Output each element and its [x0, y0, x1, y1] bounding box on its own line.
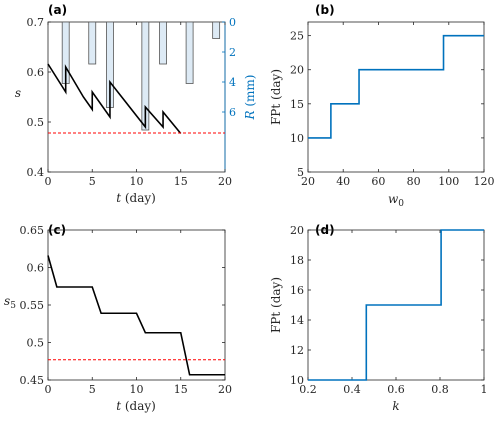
d-xtick-label: 0.6 — [387, 383, 405, 396]
panel-d-ylabel: FPt (day) — [269, 277, 283, 333]
c-xtick-label: 0 — [45, 383, 52, 396]
d-ytick-label: 20 — [290, 224, 304, 237]
panel-d-ticks: 0.2 0.4 0.6 0.8 1 10 12 14 16 18 20 — [290, 224, 488, 396]
b-xtick-label: 80 — [407, 175, 421, 188]
d-xtick-label: 0.2 — [299, 383, 317, 396]
c-xtick-label: 10 — [130, 383, 144, 396]
panel-b-xlabel: w0 — [388, 192, 404, 209]
rain-bar — [185, 21, 194, 84]
a-ytick-right-label: 0 — [229, 16, 236, 29]
panel-b-frame — [307, 21, 485, 173]
c-ytick-label: 0.45 — [20, 374, 45, 387]
d-ytick-label: 10 — [290, 374, 304, 387]
a-ytick-right-label: 6 — [229, 106, 236, 119]
b-ytick-label: 15 — [290, 98, 304, 111]
a-xtick-label: 10 — [130, 175, 144, 188]
d-ytick-label: 14 — [290, 314, 304, 327]
panel-c-lines — [47, 255, 225, 376]
d-xtick-label: 1 — [481, 383, 488, 396]
a-ytick-label: 0.5 — [27, 116, 45, 129]
rain-bar — [159, 21, 167, 65]
a-ytick-label: 0.6 — [27, 66, 45, 79]
b-ytick-label: 25 — [290, 30, 304, 43]
d-xtick-label: 0.8 — [431, 383, 449, 396]
panel-b: (b) 20 40 60 80 100 120 5 10 15 20 25 FPt (day) w0 — [269, 3, 495, 209]
s5-step-line — [47, 255, 225, 376]
panel-a-lines — [47, 63, 225, 135]
panel-c-xlabel: t (day) — [116, 399, 156, 413]
b-xtick-label: 60 — [371, 175, 385, 188]
panel-d-lines — [308, 229, 484, 381]
panel-a-bars — [61, 21, 221, 131]
panel-c-ylabel: s5 — [4, 294, 16, 311]
panel-c-frame — [47, 229, 226, 381]
b-ytick-label: 5 — [297, 166, 304, 179]
fpt-step-line — [308, 34, 484, 139]
panel-a-ticks: 0 5 10 15 20 0.4 0.5 0.6 0.7 0 2 4 6 — [27, 16, 237, 188]
panel-b-ylabel: FPt (day) — [269, 69, 283, 125]
panel-a: (a) 0 5 10 15 20 0.4 0.5 0.6 0.7 0 2 4 6 s R (mm) t … — [15, 3, 257, 205]
a-ytick-label: 0.4 — [27, 166, 45, 179]
a-ytick-label: 0.7 — [27, 16, 45, 29]
a-xtick-label: 0 — [45, 175, 52, 188]
panel-a-frame — [47, 21, 226, 173]
b-xtick-label: 120 — [474, 175, 495, 188]
rain-bar — [212, 21, 221, 39]
c-ytick-label: 0.5 — [27, 337, 45, 350]
panel-a-ylabel-right: R (mm) — [243, 75, 257, 121]
b-ytick-label: 20 — [290, 64, 304, 77]
a-ytick-right-label: 2 — [229, 46, 236, 59]
c-xtick-label: 15 — [174, 383, 188, 396]
c-ytick-label: 0.6 — [27, 262, 45, 275]
rain-bar — [88, 21, 97, 65]
b-xtick-label: 100 — [438, 175, 459, 188]
panel-b-letter: (b) — [315, 3, 335, 17]
d-ytick-label: 18 — [290, 254, 304, 267]
b-xtick-label: 40 — [336, 175, 350, 188]
a-ytick-right-label: 4 — [229, 76, 236, 89]
c-xtick-label: 5 — [89, 383, 96, 396]
panel-a-letter: (a) — [48, 3, 67, 17]
d-ytick-label: 16 — [290, 284, 304, 297]
panel-c-ticks: 0 5 10 15 20 0.45 0.5 0.55 0.6 0.65 — [20, 224, 233, 396]
a-xtick-label: 15 — [174, 175, 188, 188]
d-xtick-label: 0.4 — [343, 383, 361, 396]
d-ytick-label: 12 — [290, 344, 304, 357]
panel-b-ticks: 20 40 60 80 100 120 5 10 15 20 25 — [290, 22, 495, 188]
panel-a-ylabel-left: s — [15, 86, 21, 100]
a-xtick-label: 5 — [89, 175, 96, 188]
b-ytick-label: 10 — [290, 132, 304, 145]
panel-c: (c) 0 5 10 15 200.450.50.550.60.65 s5 t (day… — [4, 223, 232, 413]
a-xtick-label: 20 — [218, 175, 232, 188]
panel-a-xlabel: t (day) — [116, 191, 156, 205]
c-ytick-label: 0.65 — [20, 224, 45, 237]
fpt-step-line — [308, 229, 484, 381]
panel-b-lines — [308, 34, 484, 139]
panel-d-xlabel: k — [392, 399, 399, 413]
c-xtick-label: 20 — [218, 383, 232, 396]
c-ytick-label: 0.55 — [20, 299, 45, 312]
rain-bar — [141, 21, 150, 131]
soil-moisture-line — [47, 63, 182, 135]
b-xtick-label: 20 — [301, 175, 315, 188]
